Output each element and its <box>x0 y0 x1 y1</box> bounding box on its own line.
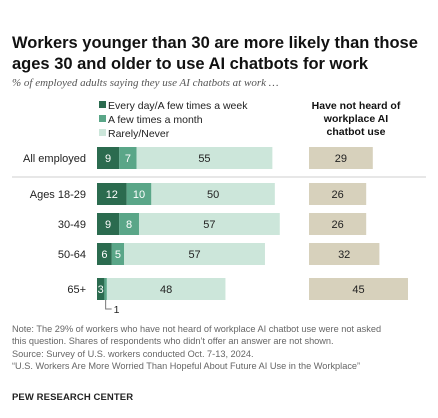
data-label-3-3: 57 <box>203 219 215 231</box>
side-column-title-line-3: chatbot use <box>327 126 386 138</box>
note-line-1: Note: The 29% of workers who have not he… <box>12 324 382 334</box>
bar-segment-2-3 <box>151 183 275 205</box>
bar-segment-1-1 <box>97 147 120 169</box>
data-label-1-3: 55 <box>198 153 210 165</box>
bar-segment-4-1 <box>97 243 112 265</box>
data-label-4-2: 5 <box>115 249 121 261</box>
side-column-label-1: 29 <box>335 153 347 165</box>
bar-segment-5-3 <box>106 278 226 300</box>
callout-leader-line <box>105 300 112 310</box>
organization-name: PEW RESEARCH CENTER <box>12 392 134 403</box>
data-label-3-2: 8 <box>126 219 132 231</box>
note-line-2: this question. Shares of respondents who… <box>12 336 334 347</box>
legend-swatch-1 <box>99 101 106 108</box>
bar-segment-3-2 <box>119 213 139 235</box>
side-column-title-line-1: Have not heard of <box>312 100 401 112</box>
bar-segment-5-2 <box>104 278 107 300</box>
data-label-2-2: 10 <box>133 189 145 201</box>
report-title-line: “U.S. Workers Are More Worried Than Hope… <box>12 361 361 372</box>
bar-segment-4-3 <box>124 243 265 265</box>
bar-segment-5-1 <box>97 278 105 300</box>
legend-label-1: Every day/A few times a week <box>108 100 248 112</box>
chart-title: Workers younger than 30 are more likely … <box>12 33 426 75</box>
stacked-bar-chart: Every day/A few times a week A few times … <box>12 100 426 316</box>
data-label-3-1: 9 <box>105 219 111 231</box>
legend-swatch-3 <box>99 129 106 136</box>
category-label-1: All employed <box>23 153 86 165</box>
legend-swatch-2 <box>99 115 106 122</box>
side-column-bar-5 <box>309 278 408 300</box>
data-label-1-2: 7 <box>125 153 131 165</box>
category-label-4: 50-64 <box>58 249 86 261</box>
legend-label-3: Rarely/Never <box>108 128 170 140</box>
bar-segment-2-1 <box>97 183 127 205</box>
data-label-2-1: 12 <box>106 189 118 201</box>
side-column-bar-3 <box>309 213 367 235</box>
data-label-4-3: 57 <box>188 249 200 261</box>
side-column-label-5: 45 <box>352 284 364 296</box>
bar-segment-3-3 <box>138 213 280 235</box>
bar-segment-1-2 <box>119 147 137 169</box>
category-label-3: 30-49 <box>58 219 86 231</box>
callout-label: 1 <box>114 304 120 316</box>
bar-segment-2-2 <box>126 183 152 205</box>
chart-subtitle: % of employed adults saying they use AI … <box>12 77 279 89</box>
bar-segment-3-1 <box>97 213 120 235</box>
side-column-label-3: 26 <box>331 219 343 231</box>
bar-segment-4-2 <box>111 243 125 265</box>
bar-segment-1-3 <box>136 147 273 169</box>
data-label-1-1: 9 <box>105 153 111 165</box>
data-label-4-1: 6 <box>101 249 107 261</box>
notes: Note: The 29% of workers who have not he… <box>12 323 430 373</box>
legend-label-2: A few times a month <box>108 114 203 126</box>
data-label-5-3: 48 <box>160 284 172 296</box>
side-column-bar-4 <box>309 243 380 265</box>
category-label-5: 65+ <box>67 284 86 296</box>
side-column-label-4: 32 <box>338 249 350 261</box>
data-label-2-3: 50 <box>207 189 219 201</box>
side-column-bar-2 <box>309 183 367 205</box>
source-line: Source: Survey of U.S. workers conducted… <box>12 348 254 359</box>
chart-title-line-2: ages 30 and older to use AI chatbots for… <box>12 55 369 73</box>
data-label-5-1: 3 <box>98 284 104 296</box>
category-label-2: Ages 18-29 <box>30 189 86 201</box>
side-column-label-2: 26 <box>331 189 343 201</box>
side-column-title-line-2: workplace AI <box>323 113 388 125</box>
side-column-bar-1 <box>309 147 373 169</box>
chart-title-line-1: Workers younger than 30 are more likely … <box>12 34 418 52</box>
